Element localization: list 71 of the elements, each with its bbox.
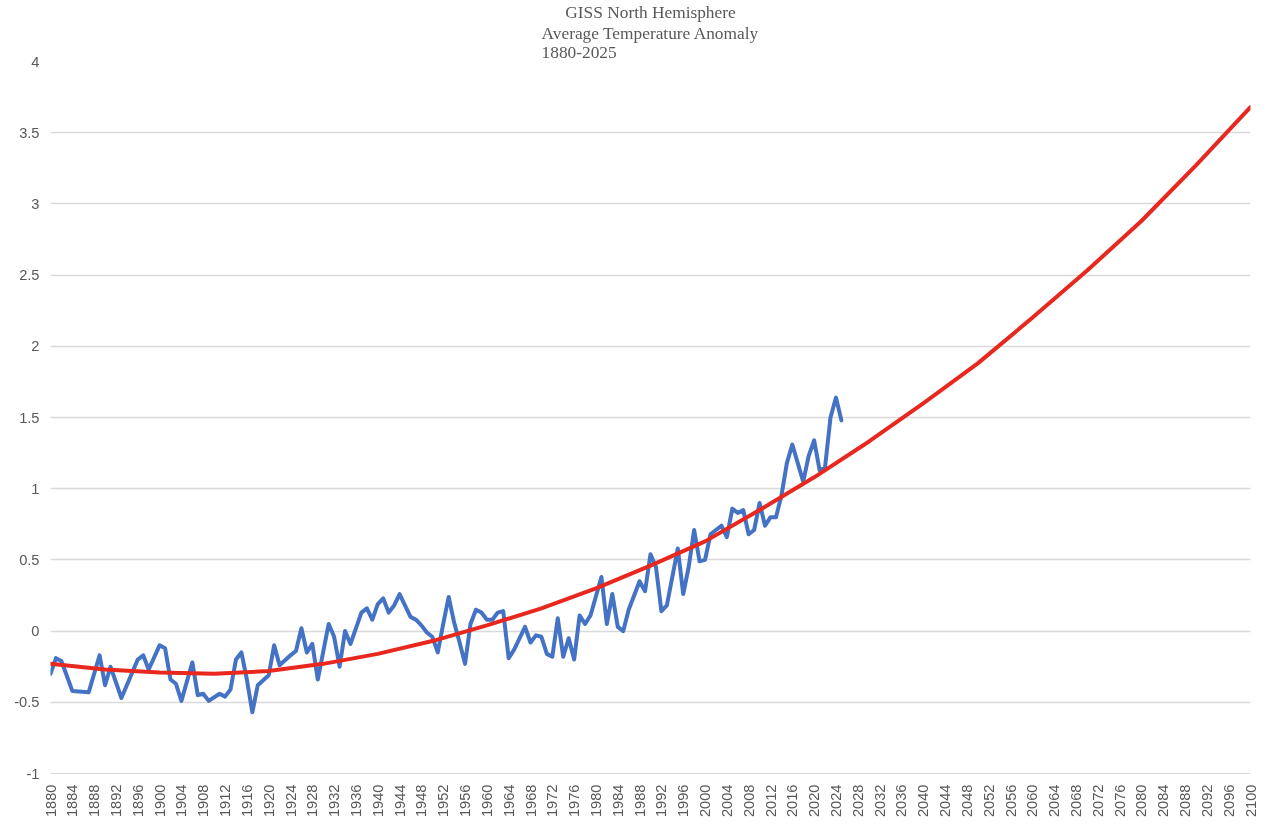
x-tick-label: 2092 xyxy=(1198,784,1215,818)
x-tick-label: 1960 xyxy=(478,784,495,818)
x-tick-label: 1908 xyxy=(195,784,212,818)
x-tick-label: 1880 xyxy=(42,784,59,818)
x-tick-label: 1952 xyxy=(435,784,452,818)
x-tick-label: 1940 xyxy=(369,784,386,818)
x-tick-label: 2088 xyxy=(1177,784,1194,818)
x-tick-label: 2084 xyxy=(1155,784,1172,818)
x-tick-label: 2056 xyxy=(1002,784,1019,818)
y-tick-label: 0.5 xyxy=(19,551,40,568)
x-tick-label: 2048 xyxy=(958,784,975,818)
x-tick-label: 2004 xyxy=(718,784,735,818)
x-tick-label: 1936 xyxy=(347,784,364,818)
x-tick-label: 1976 xyxy=(566,784,583,818)
y-tick-label: 4 xyxy=(31,53,40,70)
x-tick-label: 2068 xyxy=(1067,784,1084,818)
x-tick-label: 2028 xyxy=(849,784,866,818)
x-tick-label: 2052 xyxy=(980,784,997,818)
y-tick-label: -0.5 xyxy=(14,694,40,711)
chart-title: GISS North Hemisphere xyxy=(565,2,736,22)
x-tick-label: 2040 xyxy=(915,784,932,818)
x-tick-label: 2024 xyxy=(827,784,844,818)
x-tick-label: 1948 xyxy=(413,784,430,818)
x-tick-label: 1888 xyxy=(86,784,103,818)
x-tick-label: 2072 xyxy=(1089,784,1106,818)
y-tick-label: 1.5 xyxy=(19,409,40,426)
x-tick-label: 1932 xyxy=(326,784,343,818)
x-tick-label: 2020 xyxy=(806,784,823,818)
x-tick-label: 2008 xyxy=(740,784,757,818)
x-tick-label: 2080 xyxy=(1133,784,1150,818)
y-tick-label: 3 xyxy=(31,195,40,212)
x-tick-label: 1928 xyxy=(304,784,321,818)
y-tick-label: 3.5 xyxy=(19,124,40,141)
line-series xyxy=(50,395,844,715)
x-tick-label: 2076 xyxy=(1111,784,1128,818)
x-tick-label: 1884 xyxy=(64,784,81,818)
chart-subtitle: Average Temperature Anomaly 1880-2025 xyxy=(541,23,759,62)
x-tick-label: 1992 xyxy=(653,784,670,818)
x-tick-label: 2016 xyxy=(784,784,801,818)
x-tick-label: 1892 xyxy=(107,784,124,818)
x-tick-label: 1964 xyxy=(500,784,517,818)
x-tick-label: 2100 xyxy=(1242,784,1259,818)
x-tick-label: 1912 xyxy=(217,784,234,818)
x-tick-label: 2012 xyxy=(762,784,779,818)
x-tick-label: 1916 xyxy=(238,784,255,818)
x-tick-label: 1920 xyxy=(260,784,277,818)
x-tick-label: 2036 xyxy=(893,784,910,818)
y-tick-label: -1 xyxy=(26,765,40,782)
x-tick-label: 1900 xyxy=(151,784,168,818)
x-tick-label: 1980 xyxy=(587,784,604,818)
y-tick-label: 2.5 xyxy=(19,267,40,284)
x-tick-label: 2060 xyxy=(1024,784,1041,818)
x-tick-label: 1944 xyxy=(391,784,408,818)
x-tick-label: 1988 xyxy=(631,784,648,818)
y-tick-label: 0 xyxy=(31,623,40,640)
x-tick-label: 2064 xyxy=(1046,784,1063,818)
x-tick-label: 2032 xyxy=(871,784,888,818)
x-tick-label: 1904 xyxy=(173,784,190,818)
x-tick-label: 2044 xyxy=(937,784,954,818)
x-tick-label: 1924 xyxy=(282,784,299,818)
line-series xyxy=(50,105,1251,676)
x-tick-label: 1996 xyxy=(675,784,692,818)
x-tick-label: 1968 xyxy=(522,784,539,818)
x-tick-label: 1956 xyxy=(457,784,474,818)
y-tick-label: 1 xyxy=(31,480,40,497)
x-tick-label: 1984 xyxy=(609,784,626,818)
x-tick-label: 2096 xyxy=(1220,784,1237,818)
x-tick-label: 1896 xyxy=(129,784,146,818)
y-tick-label: 2 xyxy=(31,338,40,355)
x-tick-label: 2000 xyxy=(697,784,714,818)
x-tick-label: 1972 xyxy=(544,784,561,818)
